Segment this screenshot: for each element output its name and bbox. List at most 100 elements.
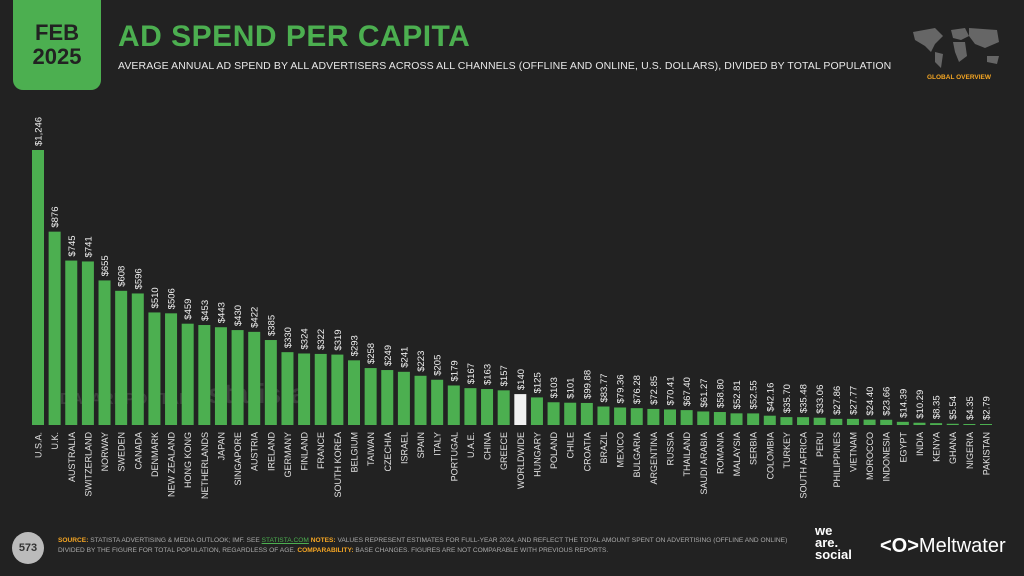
value-label: $33.06 <box>815 385 826 414</box>
category-label: JAPAN <box>216 432 226 460</box>
footer-notes: SOURCE: STATISTA ADVERTISING & MEDIA OUT… <box>58 537 788 554</box>
bar-chile <box>564 402 577 425</box>
value-label: $258 <box>366 343 377 364</box>
bar-u-s-a- <box>32 150 44 425</box>
value-label: $52.55 <box>749 380 760 409</box>
category-label: PHILIPPINES <box>832 432 842 488</box>
bar-vietnam <box>846 418 859 425</box>
category-label: ISRAEL <box>399 432 409 464</box>
category-label: NEW ZEALAND <box>167 432 177 498</box>
category-label: DENMARK <box>150 432 160 477</box>
category-label: ITALY <box>433 432 443 456</box>
bar-saudi-arabia <box>697 411 710 425</box>
category-label: NIGERIA <box>965 432 975 469</box>
value-label: $125 <box>532 372 543 393</box>
category-label: SOUTH KOREA <box>333 432 343 498</box>
category-label: COLOMBIA <box>765 432 775 480</box>
bar-switzerland <box>81 261 94 425</box>
value-label: $101 <box>566 378 577 399</box>
value-label: $72.85 <box>649 376 660 405</box>
value-label: $241 <box>399 347 410 368</box>
category-label: WORLDWIDE <box>516 432 526 489</box>
bar-sweden <box>115 290 128 425</box>
value-label: $35.48 <box>799 384 810 413</box>
category-label: PAKISTAN <box>982 432 992 475</box>
bar-indonesia <box>880 419 893 425</box>
bar-ireland <box>264 340 277 425</box>
bar-france <box>314 353 327 425</box>
value-label: $741 <box>83 236 94 257</box>
value-label: $608 <box>117 266 128 287</box>
value-label: $4.35 <box>965 396 976 420</box>
bar-turkey <box>780 417 793 425</box>
bar-croatia <box>580 402 593 425</box>
category-label: U.S.A. <box>34 432 44 458</box>
category-label: SPAIN <box>416 432 426 458</box>
category-label: CHINA <box>483 432 493 460</box>
value-label: $324 <box>300 328 311 349</box>
statista-link[interactable]: STATISTA.COM <box>261 537 309 544</box>
value-label: $67.40 <box>682 377 693 406</box>
category-label: RUSSIA <box>666 432 676 466</box>
category-label: THAILAND <box>682 432 692 477</box>
category-label: MALAYSIA <box>732 432 742 476</box>
bar-russia <box>664 409 676 425</box>
bar-argentina <box>647 408 660 425</box>
category-label: CANADA <box>133 432 143 470</box>
value-label: $205 <box>433 355 444 376</box>
page-number: 573 <box>12 532 44 564</box>
category-label: IRELAND <box>266 432 276 472</box>
bar-new-zealand <box>165 313 178 425</box>
value-label: $27.77 <box>848 386 859 415</box>
category-label: SWEDEN <box>117 432 127 472</box>
value-label: $330 <box>283 327 294 348</box>
value-label: $5.54 <box>948 396 959 420</box>
bar-brazil <box>597 406 610 425</box>
bar-u-a-e- <box>464 388 477 425</box>
value-label: $453 <box>200 300 211 321</box>
category-label: TAIWAN <box>366 432 376 466</box>
bar-taiwan <box>364 368 377 425</box>
category-label: U.A.E. <box>466 432 476 458</box>
category-label: BRAZIL <box>599 432 609 464</box>
bar-morocco <box>863 419 876 425</box>
category-label: SINGAPORE <box>233 432 243 486</box>
value-label: $876 <box>50 207 61 228</box>
bar-spain <box>414 375 427 425</box>
value-label: $23.66 <box>882 387 893 416</box>
bar-italy <box>431 379 444 425</box>
value-label: $223 <box>416 351 427 372</box>
bar-ghana <box>946 423 959 425</box>
category-label: PORTUGAL <box>449 432 459 481</box>
value-label: $76.28 <box>632 375 643 404</box>
value-label: $430 <box>233 305 244 326</box>
category-label: EGYPT <box>898 432 908 463</box>
bar-finland <box>298 353 311 425</box>
category-label: POLAND <box>549 432 559 470</box>
category-label: FINLAND <box>300 432 310 471</box>
value-label: $61.27 <box>699 378 710 407</box>
value-label: $52.81 <box>732 380 743 409</box>
value-label: $319 <box>333 329 344 350</box>
category-label: BELGIUM <box>350 432 360 473</box>
category-label: AUSTRIA <box>250 432 260 471</box>
bar-mexico <box>614 407 627 425</box>
bar-hungary <box>530 397 543 425</box>
value-label: $459 <box>183 299 194 320</box>
value-label: $422 <box>250 307 261 328</box>
bar-kenya <box>930 423 943 425</box>
bar-czechia <box>381 370 394 425</box>
category-label: AUSTRALIA <box>67 432 77 482</box>
category-label: GREECE <box>499 432 509 470</box>
category-label: VIETNAM <box>848 432 858 472</box>
bar-south-africa <box>797 417 810 425</box>
category-label: GERMANY <box>283 432 293 478</box>
bar-poland <box>547 402 560 425</box>
bar-austria <box>248 331 261 425</box>
we-are-social-logo: we are. social <box>815 523 852 562</box>
category-label: KENYA <box>932 432 942 462</box>
category-label: SAUDI ARABIA <box>699 432 709 495</box>
value-label: $42.16 <box>765 383 776 412</box>
category-label: PERU <box>815 432 825 457</box>
